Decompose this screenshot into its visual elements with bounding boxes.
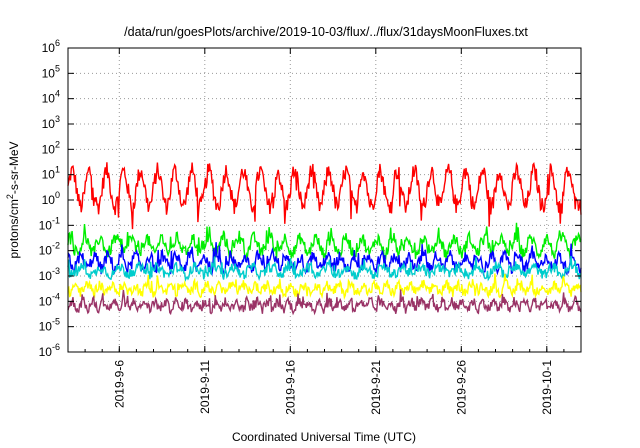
y-tick-exp: 0	[55, 190, 60, 200]
y-tick-label: 103	[42, 114, 60, 131]
y-tick-label: 106	[42, 38, 60, 55]
series-line	[67, 255, 582, 283]
y-tick-label: 102	[42, 139, 60, 156]
grid	[68, 48, 581, 352]
y-tick-base: 10	[39, 294, 53, 308]
x-tick-label: 2019-9-6	[112, 360, 126, 408]
series-line	[67, 161, 582, 230]
y-tick-base: 10	[39, 218, 53, 232]
x-axis-label: Coordinated Universal Time (UTC)	[232, 430, 416, 444]
y-tick-base: 10	[42, 92, 56, 106]
y-tick-base: 10	[39, 244, 53, 258]
series-layer	[67, 161, 582, 316]
x-tick-label: 2019-10-1	[540, 360, 554, 415]
y-tick-label: 10-5	[39, 317, 60, 334]
x-tick-labels: 2019-9-6 2019-9-11 2019-9-16 2019-9-21 2019-…	[112, 360, 554, 415]
y-tick-label: 10-2	[39, 241, 60, 258]
y-tick-labels: 10-610-510-410-310-210-11001011021031041…	[39, 38, 60, 359]
y-axis-label-main: protons/cm	[7, 199, 21, 258]
y-tick-exp: 5	[55, 63, 60, 73]
series-line	[67, 222, 582, 261]
y-tick-exp: 3	[55, 114, 60, 124]
y-axis-label-rest: -s-sr-MeV	[7, 141, 21, 194]
y-tick-exp: 6	[55, 38, 60, 48]
y-tick-label: 104	[42, 89, 60, 106]
y-tick-exp: -4	[52, 291, 60, 301]
y-tick-exp: 4	[55, 89, 60, 99]
y-tick-base: 10	[42, 66, 56, 80]
y-tick-label: 10-1	[39, 215, 60, 232]
y-tick-exp: -1	[52, 215, 60, 225]
y-tick-exp: 2	[55, 139, 60, 149]
x-tick-label: 2019-9-16	[283, 360, 297, 415]
y-axis-label-sup: 2	[5, 194, 15, 199]
y-tick-exp: -3	[52, 266, 60, 276]
series-line	[67, 273, 582, 301]
y-tick-exp: -5	[52, 317, 60, 327]
y-tick-exp: -2	[52, 241, 60, 251]
y-tick-label: 10-3	[39, 266, 60, 283]
y-tick-label: 105	[42, 63, 60, 80]
y-tick-label: 101	[42, 165, 60, 182]
y-tick-exp: -6	[52, 342, 60, 352]
y-tick-label: 10-4	[39, 291, 60, 308]
y-tick-label: 100	[42, 190, 60, 207]
y-tick-label: 10-6	[39, 342, 60, 359]
y-tick-base: 10	[42, 168, 56, 182]
y-tick-base: 10	[42, 193, 56, 207]
x-tick-label: 2019-9-26	[454, 360, 468, 415]
y-tick-exp: 1	[55, 165, 60, 175]
y-tick-base: 10	[42, 142, 56, 156]
y-tick-base: 10	[39, 320, 53, 334]
x-tick-label: 2019-9-21	[369, 360, 383, 415]
y-axis-label: protons/cm2-s-sr-MeV	[5, 141, 21, 258]
y-tick-base: 10	[39, 345, 53, 359]
y-tick-base: 10	[42, 117, 56, 131]
ticks	[67, 47, 582, 353]
y-tick-base: 10	[42, 41, 56, 55]
x-tick-label: 2019-9-11	[198, 360, 212, 414]
series-line	[67, 289, 582, 316]
chart-title: /data/run/goesPlots/archive/2019-10-03/f…	[124, 25, 528, 39]
y-tick-base: 10	[39, 269, 53, 283]
